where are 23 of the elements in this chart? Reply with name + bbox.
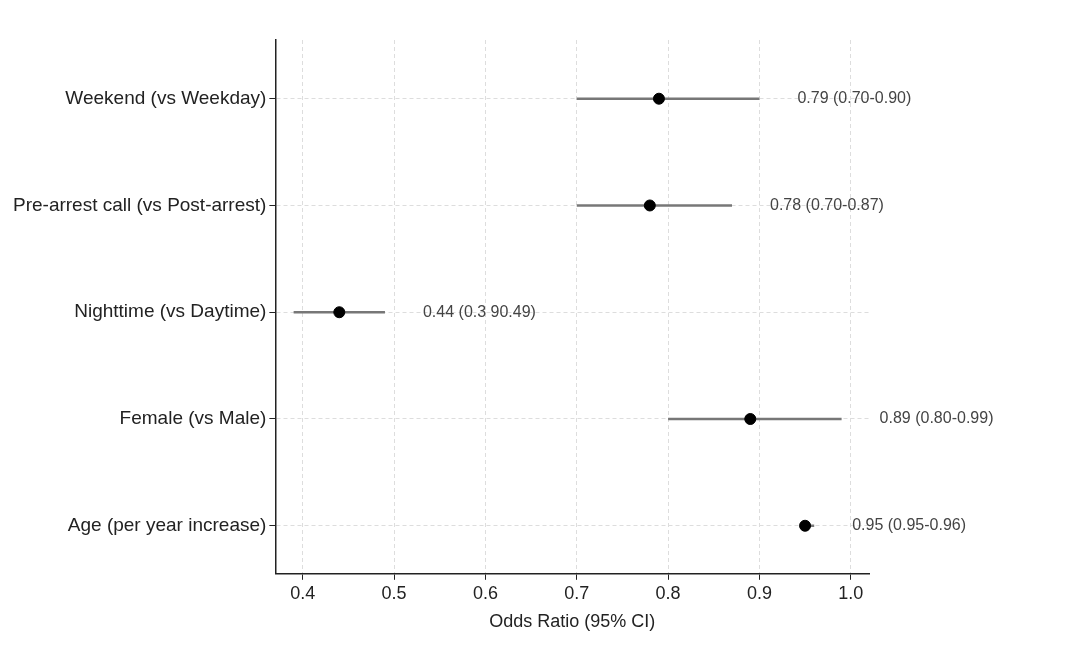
y-tick-label: Age (per year increase) [67, 513, 267, 535]
annotation: 0.78 (0.70-0.87) [770, 195, 884, 213]
annotation: 0.89 (0.80-0.99) [879, 409, 994, 427]
point [643, 199, 656, 212]
y-tick-label: Pre-arrest call (vs Post-arrest) [13, 193, 267, 215]
x-tick-label: 1.0 [838, 582, 864, 603]
point [744, 413, 757, 425]
annotation: 0.44 (0.3 90.49) [422, 302, 536, 320]
x-tick-label: 0.5 [381, 582, 407, 603]
y-tick-label: Weekend (vs Weekday) [65, 86, 267, 108]
point [799, 519, 812, 532]
x-tick-label: 0.6 [472, 582, 498, 603]
y-tick-label: Female (vs Male) [119, 407, 267, 429]
annotation: 0.95 (0.95-0.96) [852, 516, 967, 534]
point [333, 306, 346, 319]
point [652, 92, 665, 105]
x-tick-label: 0.9 [746, 582, 772, 603]
x-axis-title: Odds Ratio (95% CI) [489, 611, 656, 632]
x-tick-label: 0.4 [290, 582, 316, 603]
y-tick-label: Nighttime (vs Daytime) [74, 300, 267, 322]
annotation: 0.79 (0.70-0.90) [797, 89, 912, 107]
x-tick-label: 0.7 [564, 582, 590, 603]
x-tick-label: 0.8 [655, 582, 681, 603]
